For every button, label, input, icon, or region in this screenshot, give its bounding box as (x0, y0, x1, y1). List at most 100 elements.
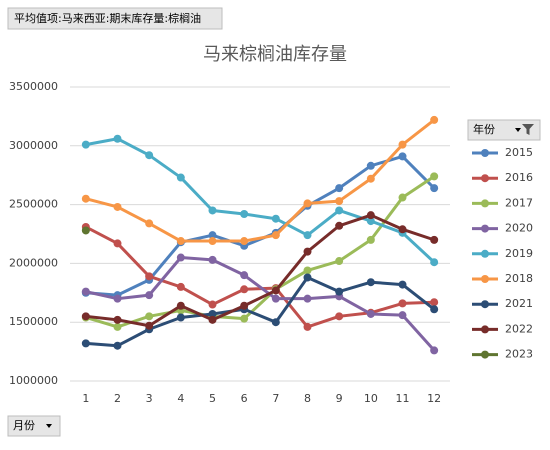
data-point (208, 206, 217, 215)
data-point (430, 115, 439, 124)
data-point (303, 322, 312, 331)
data-point (366, 161, 375, 170)
data-point (271, 286, 280, 295)
series-line (85, 256, 436, 352)
legend-field-text[interactable]: 年份 (473, 122, 495, 136)
x-tick-label: 7 (272, 392, 279, 405)
data-point (240, 210, 249, 219)
data-point (208, 309, 217, 318)
data-point (430, 258, 439, 267)
data-point (335, 221, 344, 230)
chart-title: 马来棕榈油库存量 (203, 44, 347, 65)
legend-field-button[interactable]: 年份 (467, 119, 541, 141)
data-point (366, 235, 375, 244)
data-point (81, 226, 90, 235)
data-point (240, 271, 249, 280)
x-tick-label: 3 (146, 392, 153, 405)
data-point (113, 322, 122, 331)
y-tick-label: 3000000 (9, 139, 58, 152)
legend-marker (481, 300, 489, 309)
data-point (176, 253, 185, 262)
x-tick-label: 4 (177, 392, 184, 405)
data-point (398, 299, 407, 308)
data-point (81, 287, 90, 296)
data-point (303, 266, 312, 275)
data-point (208, 231, 217, 240)
data-point (366, 174, 375, 183)
x-tick-label: 1 (82, 392, 89, 405)
legend-label: 2023 (505, 348, 533, 361)
data-point (113, 341, 122, 350)
header-button[interactable]: 平均值项:马来西亚:期末库存量:棕榈油 (7, 7, 223, 30)
x-tick-label: 9 (336, 392, 343, 405)
data-point (303, 247, 312, 256)
dropdown-arrow[interactable] (46, 424, 52, 428)
data-point (208, 237, 217, 246)
data-point (398, 280, 407, 289)
data-point (240, 301, 249, 310)
data-point (208, 315, 217, 324)
legend-label: 2016 (505, 171, 533, 184)
data-point (113, 294, 122, 303)
data-point (335, 312, 344, 321)
header-box[interactable] (7, 7, 223, 30)
legend-label: 2015 (505, 146, 533, 159)
data-point (335, 287, 344, 296)
data-point (81, 339, 90, 348)
header-text[interactable]: 平均值项:马来西亚:期末库存量:棕榈油 (14, 11, 201, 25)
y-tick-label: 1000000 (9, 374, 58, 387)
data-point (303, 273, 312, 282)
data-point (208, 300, 217, 309)
data-point (113, 202, 122, 211)
y-tick-label: 2500000 (9, 198, 58, 211)
data-point (303, 294, 312, 303)
data-point (430, 172, 439, 181)
data-point (366, 217, 375, 226)
series-line (85, 276, 436, 348)
data-point (240, 314, 249, 323)
y-tick-label: 1500000 (9, 315, 58, 328)
y-tick-label: 2000000 (9, 256, 58, 269)
data-point (145, 321, 154, 330)
legend-label: 2018 (505, 272, 533, 285)
data-point (335, 257, 344, 266)
data-point (398, 225, 407, 234)
legend-marker (481, 325, 489, 334)
legend-label: 2019 (505, 247, 533, 260)
y-tick-label: 3500000 (9, 80, 58, 93)
legend-marker (481, 224, 489, 233)
data-point (81, 194, 90, 203)
data-point (430, 305, 439, 314)
legend-marker (481, 249, 489, 258)
data-point (398, 193, 407, 202)
data-point (430, 235, 439, 244)
x-tick-label: 12 (427, 392, 441, 405)
legend-field-box[interactable] (467, 119, 541, 141)
filter-icon[interactable] (522, 124, 534, 135)
axis-field-button[interactable]: 月份 (7, 415, 61, 437)
data-point (145, 219, 154, 228)
data-point (398, 140, 407, 149)
data-point (81, 140, 90, 149)
data-point (113, 239, 122, 248)
axis-field-text[interactable]: 月份 (13, 419, 35, 432)
series-line (85, 118, 436, 243)
dropdown-arrow[interactable] (515, 128, 521, 132)
data-point (366, 309, 375, 318)
legend-marker (481, 174, 489, 183)
data-point (113, 134, 122, 143)
data-point (271, 294, 280, 303)
data-point (398, 152, 407, 161)
data-point (240, 285, 249, 294)
x-tick-label: 8 (304, 392, 311, 405)
x-tick-label: 10 (364, 392, 378, 405)
data-point (240, 237, 249, 246)
data-point (176, 237, 185, 246)
series-line (85, 213, 435, 328)
axis-field-box[interactable] (7, 415, 61, 437)
legend-label: 2020 (505, 222, 533, 235)
legend-marker (481, 199, 489, 208)
legend-label: 2017 (505, 196, 533, 209)
